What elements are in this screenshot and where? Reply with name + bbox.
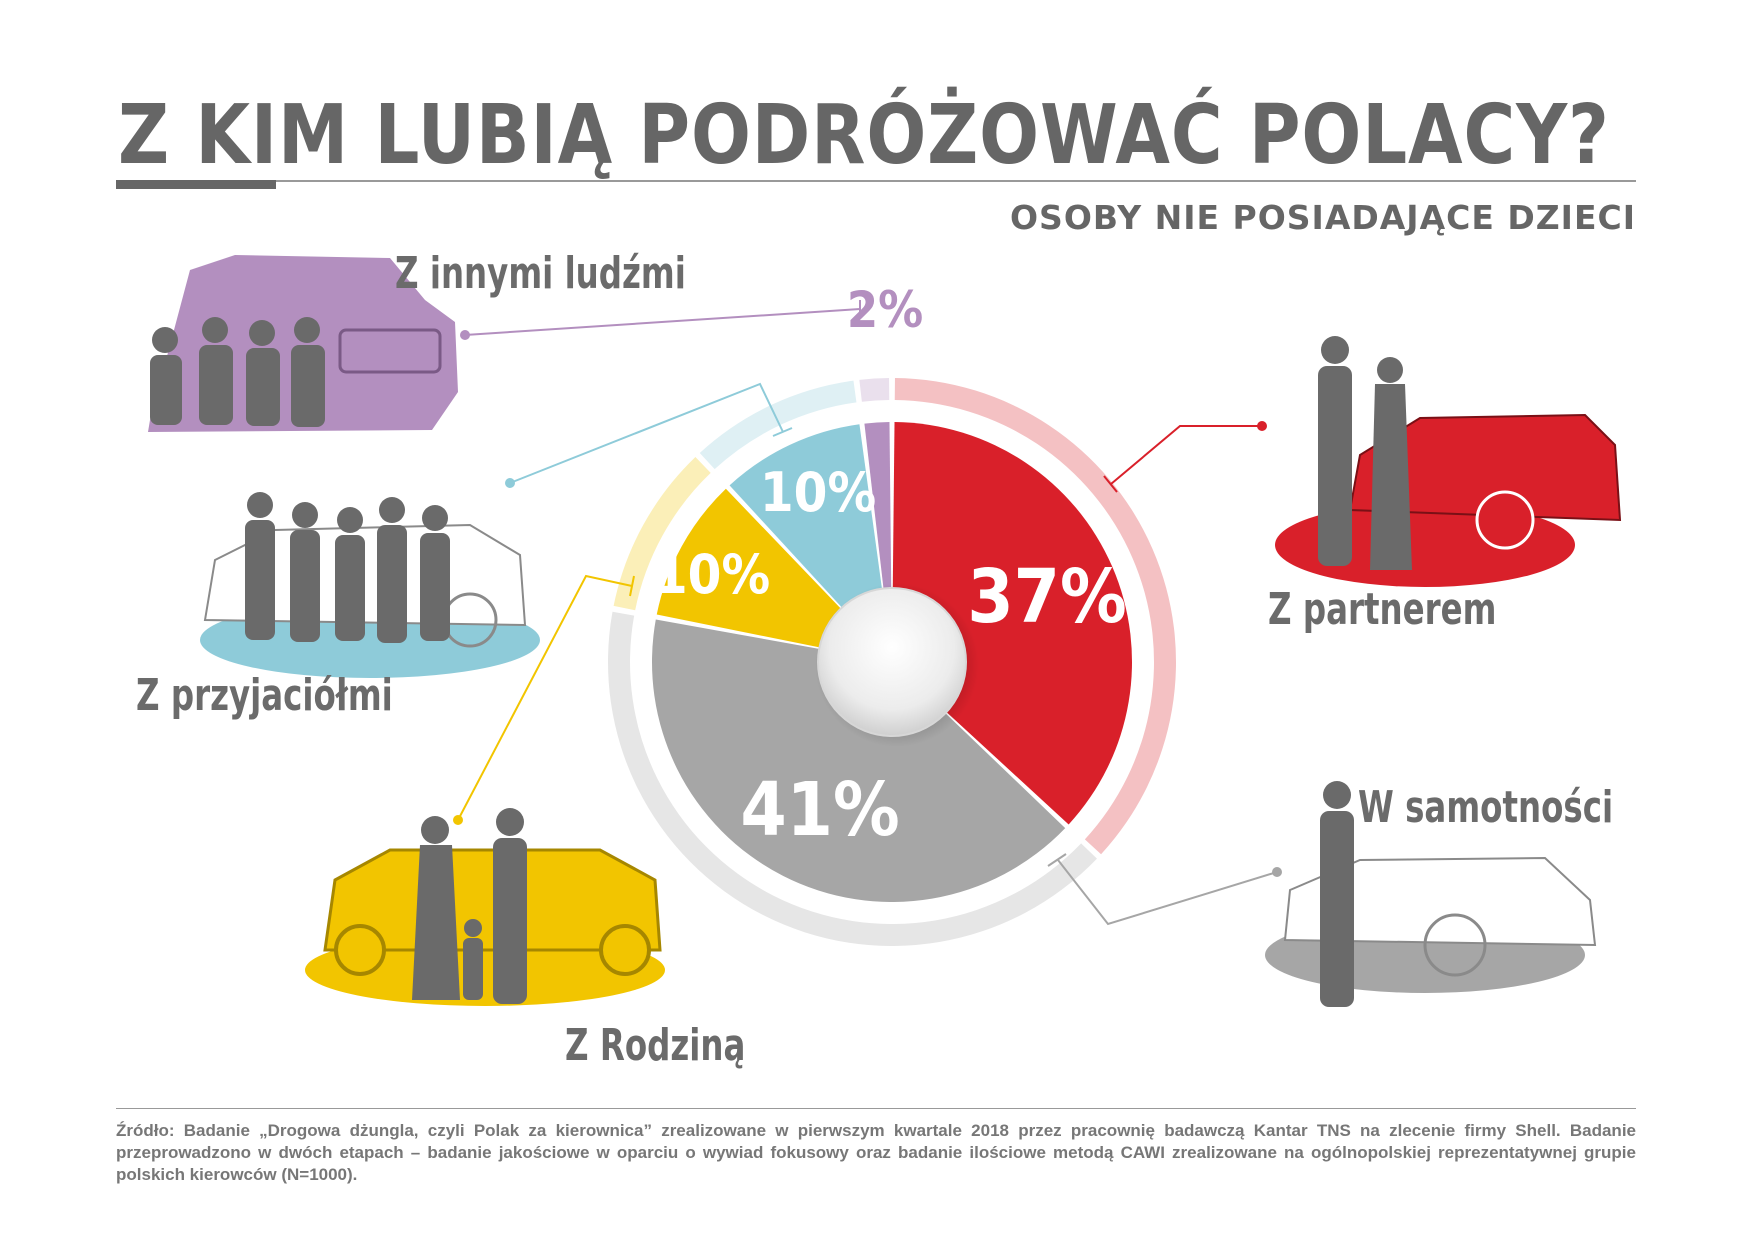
family-with-car-illustration [305,808,665,1006]
leader-dot-samotnosc [1272,867,1282,877]
value-label-partner: 37% [967,554,1126,640]
pie-slice-1 [651,619,1066,903]
friends-with-car-illustration [200,492,540,678]
pie-hub [817,587,967,737]
title-accent-bar [116,180,276,189]
footer-divider [116,1108,1636,1109]
value-label-inni: 2% [847,281,923,339]
pie-slice-0 [892,422,1133,825]
leader-line-inni [464,308,861,336]
value-label-samotnosc: 41% [740,767,899,853]
category-label-partner: Z partnerem [1268,584,1497,635]
leader-tick-samotnosc [1047,853,1067,867]
group-with-car-illustration [148,255,458,432]
pie-outer-ring [608,378,1176,946]
pie-ring-segment-4 [859,378,890,402]
leader-tick-partner [1103,475,1118,493]
value-label-rodzina: 10% [654,543,770,606]
leader-line-partner [1110,425,1262,485]
category-label-inni: Z innymi ludźmi [395,248,686,299]
person-alone-with-car-illustration [1265,781,1597,1007]
pie-ring-segment-3 [699,380,857,470]
pie-ring-segment-2 [613,457,711,611]
leader-line-rodzina [457,574,633,821]
leader-lines [453,300,1282,926]
leader-line-przyjaciele [509,382,784,484]
leader-dot-partner [1257,421,1267,431]
source-note: Źródło: Badanie „Drogowa dżungla, czyli … [116,1121,1636,1184]
value-label-przyjaciele: 10% [760,461,876,524]
pie-ring-segment-0 [894,378,1176,855]
leader-line-samotnosc [1057,859,1278,926]
title-divider [116,180,1636,182]
category-label-rodzina: Z Rodziną [565,1020,746,1071]
category-label-przyjaciele: Z przyjaciółmi [136,670,393,721]
leader-tick-przyjaciele [772,427,793,437]
page-subtitle: OSOBY NIE POSIADAJĄCE DZIECI [1010,198,1636,237]
leader-tick-rodzina [629,575,635,597]
couple-with-car-illustration [1275,336,1622,587]
leader-dot-inni [460,330,470,340]
leader-dot-przyjaciele [505,478,515,488]
category-label-samotnosc: W samotności [1358,782,1614,833]
page-title: Z KIM LUBIĄ PODRÓŻOWAĆ POLACY? [118,88,1610,183]
leader-dot-rodzina [453,815,463,825]
